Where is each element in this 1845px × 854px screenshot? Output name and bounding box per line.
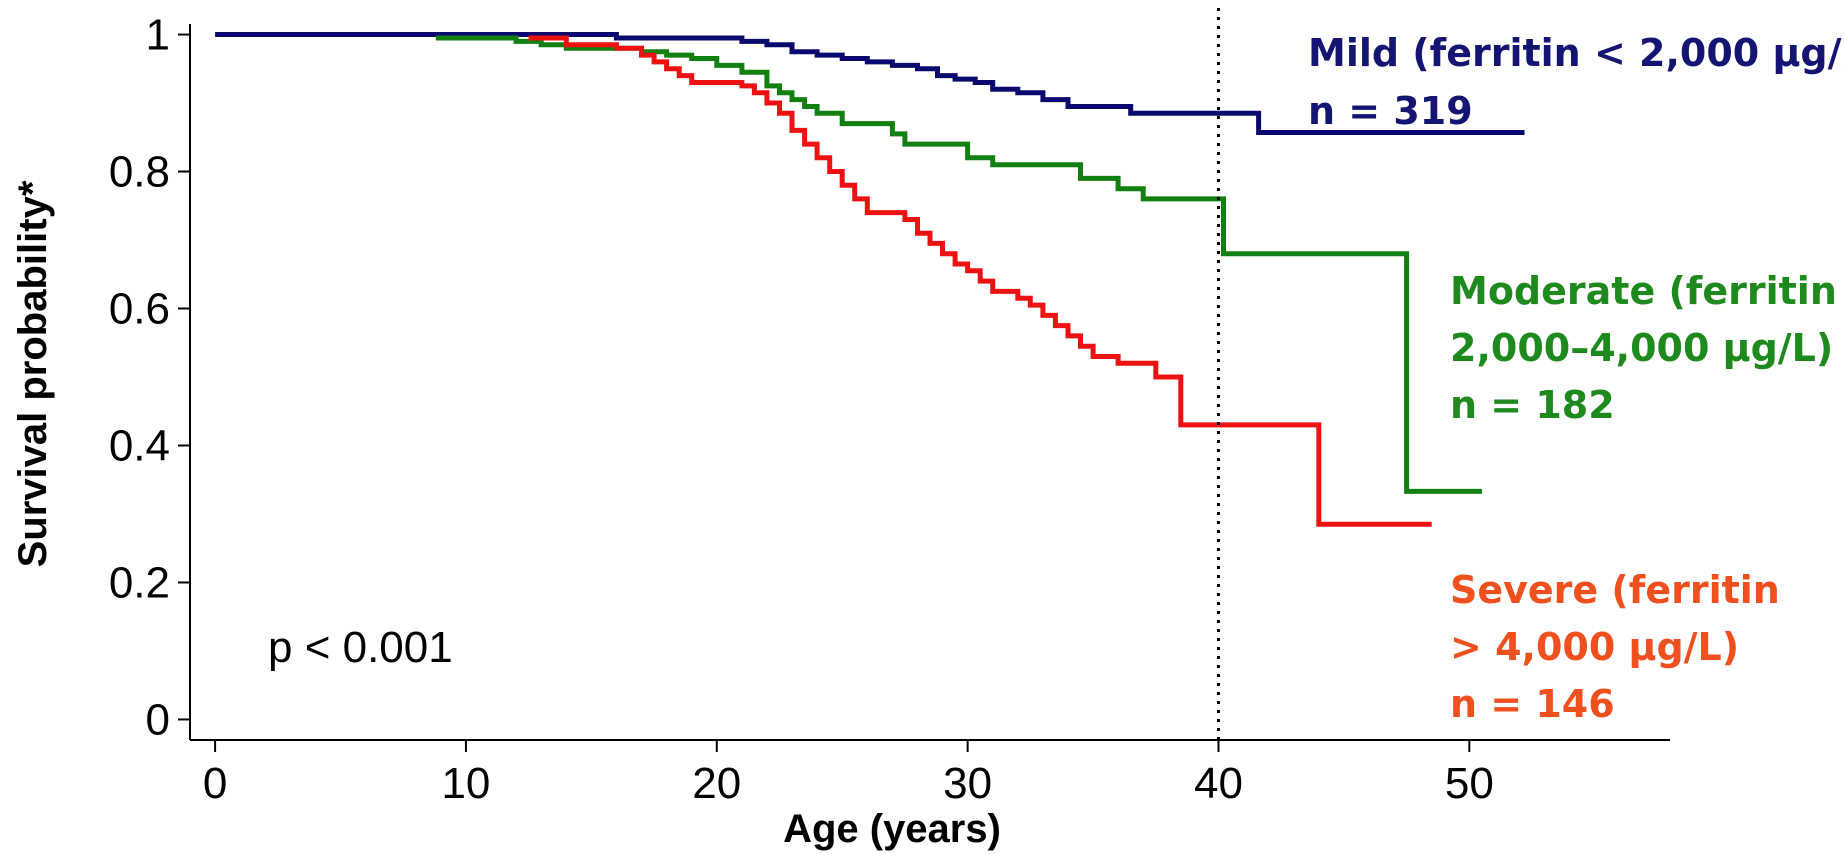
series-layer: [215, 32, 1525, 527]
curve-mild: [215, 32, 1525, 135]
x-tick-label: 50: [1445, 759, 1494, 808]
x-tick-label: 20: [692, 759, 741, 808]
x-tick-label: 10: [441, 759, 490, 808]
legend-mild-label: Mild (ferritin < 2,000 µg/L): [1308, 31, 1845, 75]
legend-severe-count: n = 146: [1450, 682, 1615, 726]
y-tick-label: 0.2: [109, 558, 170, 607]
x-tick-label: 40: [1194, 759, 1243, 808]
tick-group: 0 10 20 30 40 50 0 0.2 0.4 0.6 0.8 1: [109, 11, 1494, 808]
y-tick-label: 0.6: [109, 285, 170, 334]
axes: [189, 24, 1670, 741]
p-value-annotation: p < 0.001: [268, 623, 453, 672]
legend-moderate-count: n = 182: [1450, 383, 1615, 427]
x-tick-label: 30: [943, 759, 992, 808]
legend-mild-count: n = 319: [1308, 89, 1473, 133]
y-tick-label: 0: [146, 695, 170, 744]
legend-severe-label: Severe (ferritin > 4,000 µg/L): [1450, 568, 1793, 669]
y-axis-title: Survival probability*: [11, 180, 55, 567]
legend-mild: Mild (ferritin < 2,000 µg/L) n = 319: [1308, 31, 1845, 133]
x-tick-label: 0: [203, 759, 227, 808]
y-tick-label: 1: [146, 11, 170, 60]
y-tick-label: 0.4: [109, 421, 170, 470]
y-tick-label: 0.8: [109, 148, 170, 197]
curve-severe: [528, 35, 1432, 527]
legend-moderate-label: Moderate (ferritin 2,000–4,000 µg/L): [1450, 269, 1845, 370]
x-axis-title: Age (years): [783, 807, 1001, 851]
legend-moderate: Moderate (ferritin 2,000–4,000 µg/L) n =…: [1450, 269, 1845, 427]
legend-severe: Severe (ferritin > 4,000 µg/L) n = 146: [1450, 568, 1793, 726]
